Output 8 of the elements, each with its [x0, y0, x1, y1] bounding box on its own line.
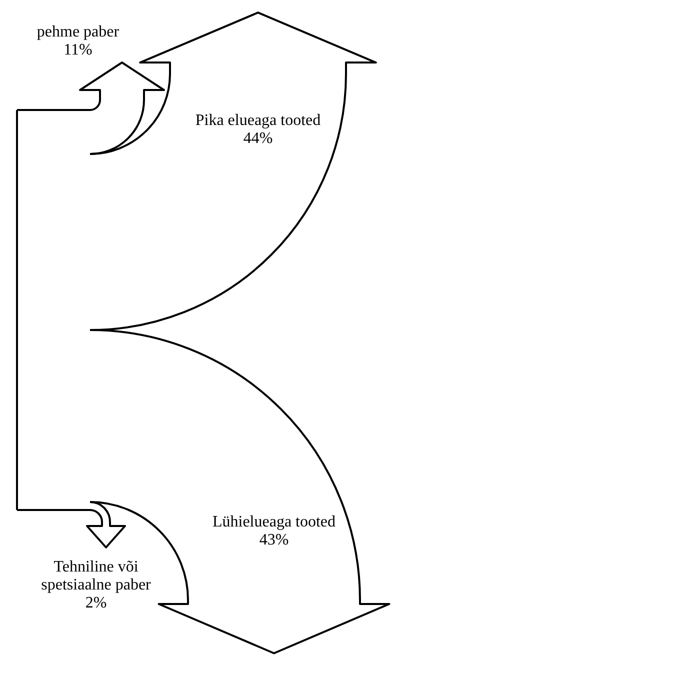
category-label: Lühielueaga tooted	[212, 514, 336, 531]
data-label: 44%	[243, 130, 273, 148]
category-label: Tehniline või spetsiaalne paber	[41, 558, 152, 594]
data-label: 2%	[85, 594, 107, 612]
data-label: 43%	[259, 532, 289, 549]
category-label: pehme paber	[36, 24, 120, 41]
category-label: Pika elueaga tooted	[195, 112, 321, 130]
data-label: 11%	[64, 42, 92, 59]
